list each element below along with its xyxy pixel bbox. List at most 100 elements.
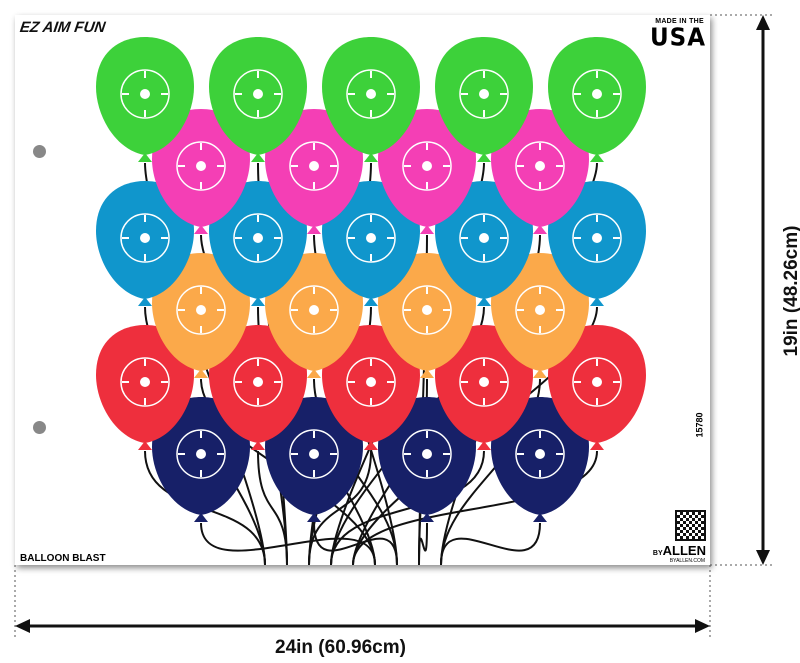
balloon-knot <box>590 441 604 450</box>
balloon-target <box>378 397 476 522</box>
balloon-target <box>378 109 476 234</box>
maker-url: BYALLEN.COM <box>669 558 705 564</box>
reticle-center <box>592 89 602 99</box>
reticle-center <box>366 233 376 243</box>
reticle-ring <box>233 213 283 263</box>
reticle-center <box>140 89 150 99</box>
binder-hole <box>33 145 46 158</box>
balloon-target <box>548 181 646 306</box>
balloon-knot <box>307 225 321 234</box>
balloon-target <box>96 325 194 450</box>
balloon-target <box>435 181 533 306</box>
balloon-string <box>200 522 376 565</box>
balloon-knot <box>533 225 547 234</box>
reticle-center <box>535 449 545 459</box>
balloon-target <box>209 325 307 450</box>
balloon-target <box>265 397 363 522</box>
balloon-target <box>378 253 476 378</box>
balloon-knot <box>364 153 378 162</box>
reticle-center <box>535 305 545 315</box>
reticle-ring <box>572 213 622 263</box>
balloon-knot <box>251 441 265 450</box>
reticle-center <box>592 233 602 243</box>
balloon-knot <box>420 513 434 522</box>
balloon-knot <box>590 297 604 306</box>
balloon-knot <box>251 297 265 306</box>
reticle-center <box>196 305 206 315</box>
reticle-center <box>422 449 432 459</box>
balloon-target <box>265 253 363 378</box>
width-label: 24in (60.96cm) <box>275 637 406 658</box>
reticle-ring <box>120 213 170 263</box>
reticle-ring <box>176 141 226 191</box>
balloon-string <box>313 522 398 565</box>
reticle-ring <box>459 357 509 407</box>
reticle-center <box>309 161 319 171</box>
balloon-target <box>322 181 420 306</box>
reticle-center <box>253 233 263 243</box>
balloon-knot <box>533 513 547 522</box>
reticle-ring <box>572 357 622 407</box>
made-in-label: MADE IN THE <box>655 18 704 25</box>
balloon-target <box>491 253 589 378</box>
reticle-ring <box>289 141 339 191</box>
balloon-target <box>152 253 250 378</box>
reticle-center <box>535 161 545 171</box>
balloon-knot <box>420 225 434 234</box>
balloon-string <box>330 450 485 565</box>
balloon-string <box>418 522 428 565</box>
balloon-target <box>209 181 307 306</box>
balloon-target <box>435 325 533 450</box>
balloon-target <box>96 37 194 162</box>
reticle-ring <box>120 69 170 119</box>
reticle-center <box>479 233 489 243</box>
qr-code <box>675 510 706 541</box>
reticle-ring <box>346 213 396 263</box>
balloon-knot <box>138 297 152 306</box>
balloon-knot <box>533 369 547 378</box>
reticle-ring <box>402 429 452 479</box>
height-label: 19in (48.26cm) <box>781 225 800 357</box>
reticle-center <box>479 377 489 387</box>
reticle-center <box>253 377 263 387</box>
balloon-target <box>152 109 250 234</box>
balloon-target <box>96 181 194 306</box>
balloon-target <box>548 325 646 450</box>
usa-label: USA <box>649 23 706 53</box>
reticle-center <box>309 449 319 459</box>
reticle-ring <box>459 213 509 263</box>
balloon-target <box>322 37 420 162</box>
balloon-knot <box>138 153 152 162</box>
balloon-knot <box>307 513 321 522</box>
balloon-knot <box>194 513 208 522</box>
balloon-target <box>265 109 363 234</box>
balloon-string <box>308 450 372 565</box>
reticle-center <box>253 89 263 99</box>
reticle-ring <box>120 357 170 407</box>
balloon-knot <box>477 153 491 162</box>
balloon-knot <box>194 225 208 234</box>
reticle-ring <box>515 429 565 479</box>
reticle-ring <box>402 285 452 335</box>
balloon-knot <box>477 441 491 450</box>
reticle-ring <box>176 285 226 335</box>
balloon-knot <box>138 441 152 450</box>
balloon-target <box>491 397 589 522</box>
reticle-ring <box>515 285 565 335</box>
balloon-knot <box>194 369 208 378</box>
reticle-ring <box>572 69 622 119</box>
reticle-ring <box>233 357 283 407</box>
reticle-ring <box>233 69 283 119</box>
target-name: BALLOON BLAST <box>20 553 106 564</box>
reticle-center <box>422 305 432 315</box>
balloon-target <box>548 37 646 162</box>
balloon-target <box>152 397 250 522</box>
balloon-string <box>440 522 541 565</box>
balloon-string <box>257 450 288 565</box>
balloon-knot <box>477 297 491 306</box>
reticle-ring <box>346 357 396 407</box>
reticle-center <box>592 377 602 387</box>
maker-logo: BYALLEN <box>652 543 706 558</box>
reticle-center <box>140 377 150 387</box>
